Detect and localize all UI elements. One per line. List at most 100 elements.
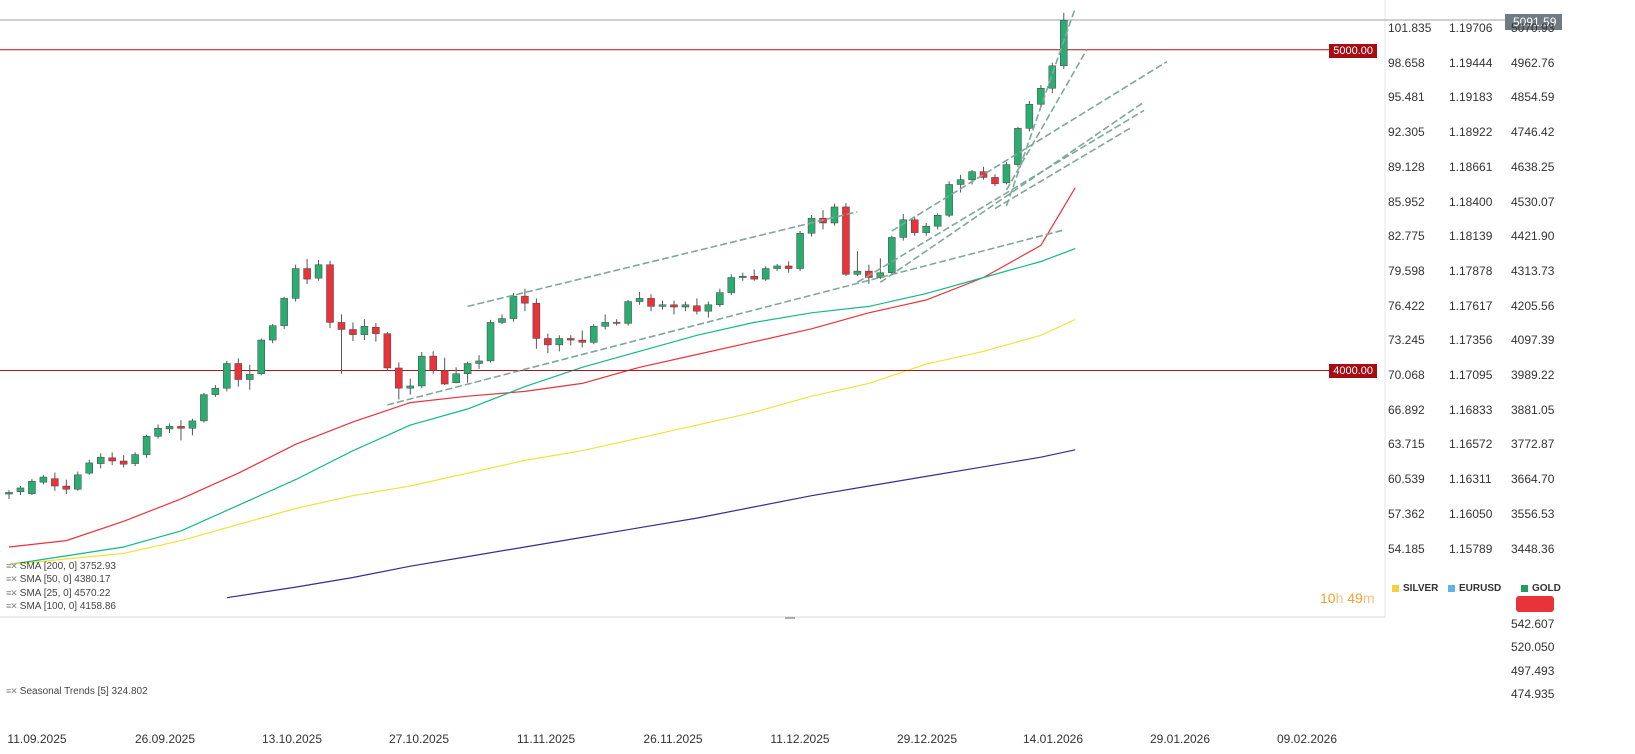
candle[interactable] <box>796 231 804 272</box>
candle[interactable] <box>910 216 919 236</box>
candle[interactable] <box>578 330 586 348</box>
candle[interactable] <box>268 324 277 344</box>
trendline[interactable] <box>891 60 1168 232</box>
trendline[interactable] <box>994 126 1133 210</box>
candle[interactable] <box>96 453 105 469</box>
candle[interactable] <box>807 214 816 237</box>
candle[interactable] <box>991 174 999 187</box>
candle[interactable] <box>945 181 953 218</box>
candle[interactable] <box>1014 126 1022 167</box>
candle[interactable] <box>635 291 644 305</box>
candle[interactable] <box>165 423 174 434</box>
legend-sma-200[interactable]: ≡✕ SMA [200, 0] 3752.93 <box>6 561 116 572</box>
candle[interactable] <box>223 360 231 392</box>
legend-seasonal-trends[interactable]: ≡✕ Seasonal Trends [5] 324.802 <box>6 686 148 697</box>
candle[interactable] <box>188 418 197 436</box>
candle[interactable] <box>326 260 334 329</box>
candle[interactable] <box>16 486 25 496</box>
candle[interactable] <box>1025 101 1034 132</box>
candle[interactable] <box>784 261 793 273</box>
settings-icon[interactable]: ≡✕ <box>6 601 18 611</box>
candle[interactable] <box>589 324 598 345</box>
candle[interactable] <box>716 288 724 308</box>
candle[interactable] <box>406 378 415 395</box>
candle[interactable] <box>1037 85 1045 108</box>
candle[interactable] <box>567 335 575 346</box>
candle[interactable] <box>463 361 472 383</box>
candle[interactable] <box>739 272 747 281</box>
candle[interactable] <box>85 459 94 475</box>
legend-sma-50[interactable]: ≡✕ SMA [50, 0] 4380.17 <box>6 574 110 585</box>
trendline[interactable] <box>467 210 858 308</box>
candle[interactable] <box>555 335 564 352</box>
candle[interactable] <box>727 274 736 296</box>
candle[interactable] <box>1048 62 1057 94</box>
candle[interactable] <box>131 452 139 467</box>
candle[interactable] <box>750 269 758 281</box>
candle[interactable] <box>39 474 48 485</box>
legend-sma-25[interactable]: ≡✕ SMA [25, 0] 4570.22 <box>6 588 110 599</box>
trendline[interactable] <box>1005 7 1077 207</box>
candle[interactable] <box>624 299 632 326</box>
candle[interactable] <box>303 258 311 284</box>
candle[interactable] <box>234 358 243 387</box>
candle[interactable] <box>853 251 862 276</box>
candle[interactable] <box>761 266 770 281</box>
candle[interactable] <box>773 264 781 272</box>
candle[interactable] <box>395 362 403 400</box>
candle[interactable] <box>440 357 449 385</box>
candle[interactable] <box>246 364 254 390</box>
candle[interactable] <box>681 301 690 312</box>
symbol-gold[interactable]: GOLD <box>1521 583 1561 594</box>
candle[interactable] <box>922 222 930 236</box>
candle[interactable] <box>291 264 300 302</box>
candle[interactable] <box>257 338 265 376</box>
candle[interactable] <box>612 319 621 326</box>
candle[interactable] <box>509 292 518 322</box>
candle[interactable] <box>142 434 151 458</box>
candle[interactable] <box>865 264 873 284</box>
level-badge-5000[interactable]: 5000.00 <box>1329 44 1377 58</box>
candle[interactable] <box>933 213 942 230</box>
candle[interactable] <box>62 479 71 495</box>
candle[interactable] <box>670 300 678 315</box>
legend-sma-100[interactable]: ≡✕ SMA [100, 0] 4158.86 <box>6 601 116 612</box>
candle[interactable] <box>372 323 380 342</box>
candle[interactable] <box>601 314 609 330</box>
candle[interactable] <box>956 174 965 193</box>
settings-icon[interactable]: ≡✕ <box>6 561 18 571</box>
candle[interactable] <box>830 203 839 226</box>
settings-icon[interactable]: ≡✕ <box>6 574 18 584</box>
candle[interactable] <box>177 420 185 441</box>
candle[interactable] <box>383 332 392 371</box>
candle[interactable] <box>498 314 506 325</box>
candle[interactable] <box>658 300 667 310</box>
settings-icon[interactable]: ≡✕ <box>6 686 18 696</box>
trendline[interactable] <box>387 229 1064 406</box>
candle[interactable] <box>888 235 896 275</box>
candle[interactable] <box>417 351 426 389</box>
candle[interactable] <box>28 478 36 496</box>
candle[interactable] <box>211 384 220 397</box>
candle[interactable] <box>475 355 483 369</box>
candle[interactable] <box>521 288 529 312</box>
symbol-silver[interactable]: SILVER <box>1392 583 1438 594</box>
candle[interactable] <box>704 301 713 318</box>
candle[interactable] <box>119 455 128 468</box>
candle[interactable] <box>429 351 437 374</box>
candle[interactable] <box>360 319 369 341</box>
candle[interactable] <box>349 322 357 342</box>
candle[interactable] <box>280 296 288 329</box>
candle[interactable] <box>154 424 162 439</box>
candle[interactable] <box>647 294 655 312</box>
level-badge-4000[interactable]: 4000.00 <box>1329 364 1377 378</box>
symbol-eurusd[interactable]: EURUSD <box>1448 583 1501 594</box>
candle[interactable] <box>74 471 82 491</box>
candle[interactable] <box>200 393 208 423</box>
candle[interactable] <box>544 333 552 353</box>
candle[interactable] <box>5 490 13 499</box>
candle[interactable] <box>337 314 346 374</box>
candle[interactable] <box>1002 162 1011 185</box>
